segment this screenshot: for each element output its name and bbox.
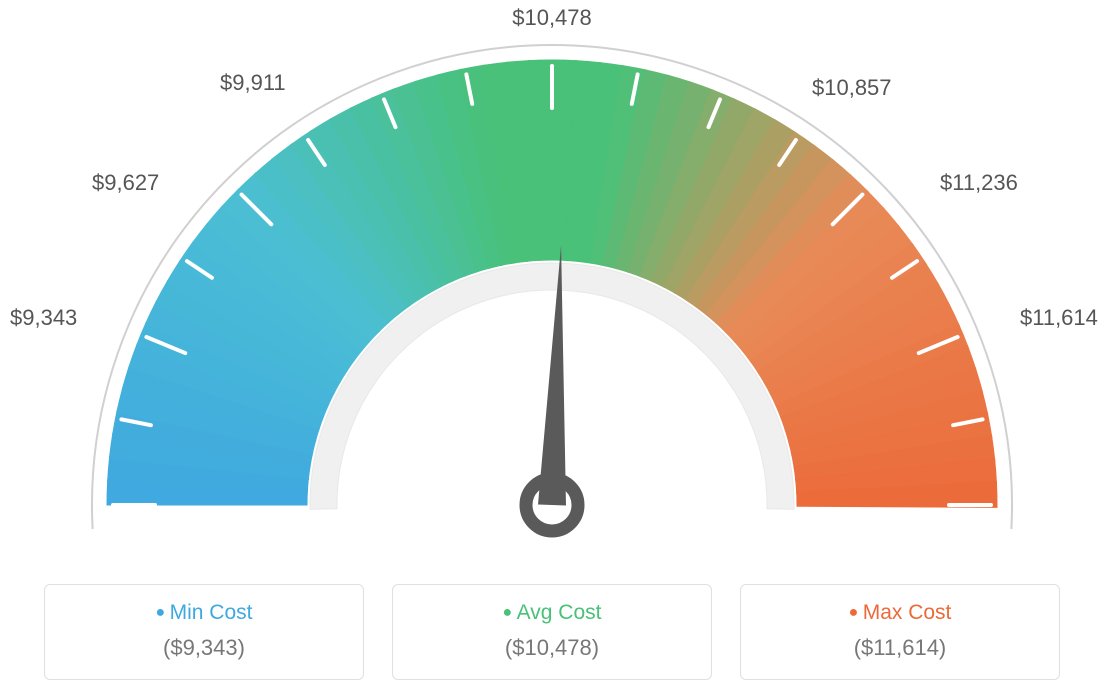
legend-card-min: Min Cost ($9,343) xyxy=(44,584,364,680)
gauge-tick-label: $11,614 xyxy=(1020,305,1098,331)
legend-title-avg: Avg Cost xyxy=(413,601,691,625)
gauge-tick-label: $9,627 xyxy=(92,170,159,196)
legend-title-max: Max Cost xyxy=(761,601,1039,625)
legend-value-min: ($9,343) xyxy=(65,635,343,661)
legend-value-max: ($11,614) xyxy=(761,635,1039,661)
legend-value-avg: ($10,478) xyxy=(413,635,691,661)
legend-title-min: Min Cost xyxy=(65,601,343,625)
gauge-tick-label: $11,236 xyxy=(940,170,1018,196)
gauge-svg xyxy=(0,0,1104,560)
gauge-tick-label: $10,857 xyxy=(812,75,892,101)
legend-card-max: Max Cost ($11,614) xyxy=(740,584,1060,680)
cost-gauge: $9,343 $9,627 $9,911 $10,478 $10,857 $11,236 $… xyxy=(0,0,1104,560)
legend-row: Min Cost ($9,343) Avg Cost ($10,478) Max… xyxy=(0,584,1104,680)
gauge-tick-label: $10,478 xyxy=(512,5,592,31)
gauge-tick-label: $9,911 xyxy=(220,70,286,96)
legend-card-avg: Avg Cost ($10,478) xyxy=(392,584,712,680)
gauge-tick-label: $9,343 xyxy=(10,305,77,331)
